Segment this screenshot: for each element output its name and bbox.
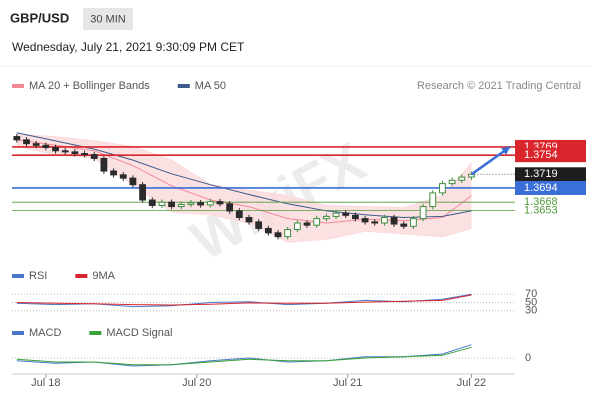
x-tick-label: Jul 21 bbox=[333, 377, 362, 389]
candle-body bbox=[361, 218, 369, 223]
candle-body bbox=[23, 139, 30, 145]
candle-body bbox=[274, 232, 282, 238]
candle-body bbox=[100, 157, 108, 172]
candle-body bbox=[119, 174, 127, 179]
candle-body bbox=[390, 217, 398, 225]
plot-area: MA 20 + Bollinger Bands MA 501.37691.3754… bbox=[12, 80, 586, 389]
symbol: GBP/USD bbox=[10, 10, 69, 25]
series-line bbox=[16, 346, 472, 366]
price-label-box bbox=[515, 167, 586, 182]
credit: Research © 2021 Trading Central bbox=[417, 80, 581, 92]
candle-body bbox=[206, 201, 214, 206]
level-label-box bbox=[515, 148, 586, 163]
legend-label: MA 50 bbox=[195, 80, 226, 92]
legend-label: MACD bbox=[29, 327, 61, 339]
x-tick-label: Jul 18 bbox=[31, 377, 60, 389]
candle-body bbox=[303, 222, 311, 226]
y-tick-label: 30 bbox=[525, 305, 537, 317]
candle-body bbox=[371, 221, 379, 224]
timestamp: Wednesday, July 21, 2021 9:30:09 PM CET bbox=[12, 40, 245, 54]
price-label: 1.3719 bbox=[524, 168, 558, 180]
candle-body bbox=[332, 212, 340, 217]
candle-body bbox=[400, 223, 408, 227]
candle-body bbox=[13, 136, 21, 141]
bollinger-upper bbox=[16, 133, 472, 209]
candle-body bbox=[81, 153, 88, 156]
candle-body bbox=[235, 210, 243, 219]
interval-label: 30 MIN bbox=[90, 13, 126, 25]
candle-body bbox=[90, 154, 98, 159]
candle-body bbox=[439, 183, 446, 194]
candle-body bbox=[71, 151, 79, 155]
candle-body bbox=[264, 227, 272, 234]
candle-body bbox=[255, 221, 263, 229]
y-tick-label: 0 bbox=[525, 352, 531, 364]
candle-body bbox=[197, 202, 205, 206]
legend-swatch bbox=[177, 84, 190, 88]
candle-body bbox=[61, 150, 69, 153]
x-tick-label: Jul 22 bbox=[457, 377, 486, 389]
legend-swatch bbox=[12, 84, 24, 88]
candle-body bbox=[216, 201, 224, 205]
candle-body bbox=[342, 212, 350, 216]
y-tick-label: 50 bbox=[525, 296, 537, 308]
arrow-head bbox=[501, 146, 510, 156]
candle-body bbox=[226, 203, 234, 212]
candle-body bbox=[32, 143, 40, 146]
x-tick-label: Jul 20 bbox=[182, 377, 211, 389]
candle-body bbox=[429, 192, 437, 208]
interval-button[interactable] bbox=[83, 8, 133, 30]
legend-label: RSI bbox=[29, 270, 47, 282]
level-label: 1.3653 bbox=[524, 204, 558, 216]
level-label: 1.3694 bbox=[524, 182, 558, 194]
candle-body bbox=[187, 202, 195, 205]
legend-swatch bbox=[12, 274, 24, 278]
candle-body bbox=[168, 201, 176, 208]
legend-swatch bbox=[89, 331, 102, 335]
candle-body bbox=[129, 177, 137, 186]
candle-body bbox=[313, 218, 321, 226]
legend-label: MA 20 + Bollinger Bands bbox=[29, 80, 150, 92]
candle-body bbox=[148, 199, 156, 206]
candle-body bbox=[284, 229, 292, 238]
candle-body bbox=[110, 170, 117, 176]
candle-body bbox=[177, 203, 185, 208]
series-line bbox=[16, 132, 472, 219]
level-label: 1.3754 bbox=[524, 149, 558, 161]
candle-body bbox=[42, 144, 50, 149]
candle-body bbox=[158, 201, 166, 206]
candle-body bbox=[293, 222, 301, 231]
level-label: 1.3668 bbox=[524, 196, 558, 208]
legend-swatch bbox=[12, 331, 24, 335]
series-line bbox=[16, 139, 472, 224]
candle-body bbox=[448, 179, 456, 185]
candle-body bbox=[52, 147, 59, 152]
candle-body bbox=[468, 173, 475, 178]
candle-body bbox=[410, 218, 417, 227]
legend-label: 9MA bbox=[92, 270, 115, 282]
legend-swatch bbox=[75, 274, 88, 278]
candle-body bbox=[351, 214, 359, 220]
y-tick-label: 70 bbox=[525, 288, 537, 300]
candle-body bbox=[139, 184, 146, 201]
candle-body bbox=[322, 215, 330, 220]
candle-body bbox=[245, 217, 253, 223]
series-line bbox=[16, 294, 472, 306]
candle-body bbox=[458, 176, 466, 181]
legend-label: MACD Signal bbox=[106, 327, 172, 339]
candle-body bbox=[381, 217, 388, 224]
level-label-box bbox=[515, 180, 586, 195]
candle-body bbox=[419, 206, 427, 220]
